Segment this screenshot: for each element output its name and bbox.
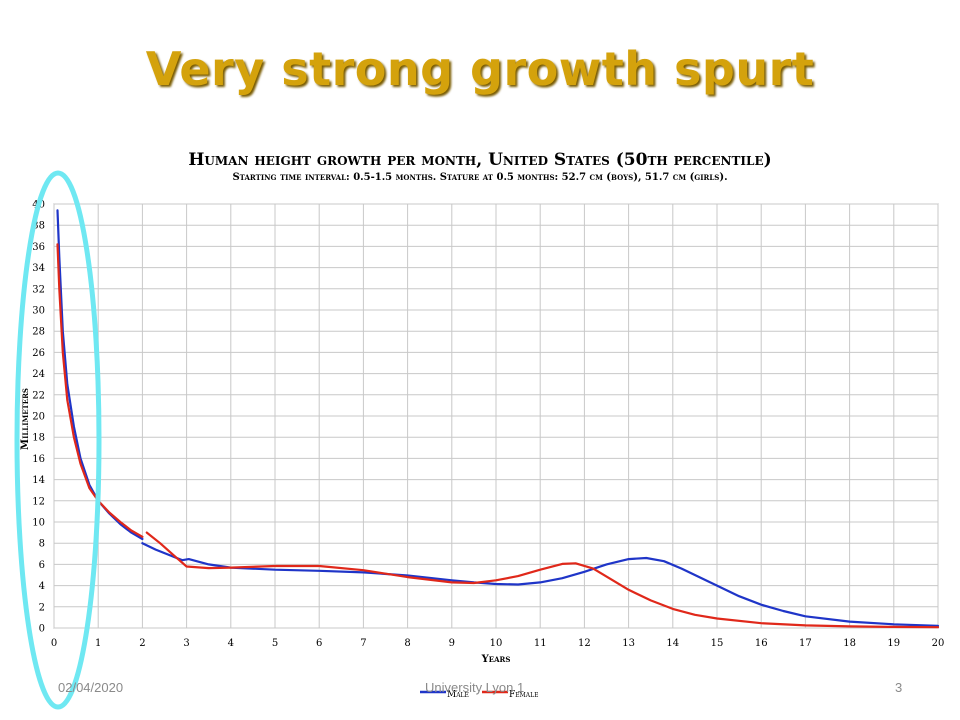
y-tick-label: 10 [32, 518, 45, 529]
chart-grid [53, 203, 939, 629]
x-tick-label: 4 [228, 638, 234, 649]
x-tick-label: 5 [272, 638, 278, 649]
x-tick-label: 12 [578, 638, 591, 649]
x-tick-label: 14 [666, 638, 679, 649]
x-tick-label: 3 [183, 638, 189, 649]
x-tick-label: 17 [799, 638, 812, 649]
x-tick-label: 13 [622, 638, 635, 649]
x-tick-label: 18 [843, 638, 856, 649]
y-tick-label: 26 [32, 348, 45, 359]
y-tick-label: 8 [39, 539, 45, 550]
slide-title: Very strong growth spurt [145, 42, 815, 96]
legend-label: Female [509, 690, 538, 700]
series-line-male [141, 542, 940, 627]
y-tick-label: 36 [32, 242, 45, 253]
page-number: 3 [895, 680, 903, 695]
chart-series [56, 209, 940, 629]
y-tick-label: 4 [39, 581, 45, 592]
x-tick-label: 1 [95, 638, 101, 649]
chart-subtitle: Starting time interval: 0.5-1.5 months. … [232, 172, 727, 183]
x-tick-label: 2 [139, 638, 145, 649]
y-tick-label: 32 [32, 284, 45, 295]
x-tick-label: 15 [711, 638, 724, 649]
x-tick-label: 11 [534, 638, 547, 649]
x-tick-label: 6 [316, 638, 322, 649]
x-tick-label: 20 [932, 638, 945, 649]
chart-legend: Male Female [420, 690, 538, 700]
y-tick-label: 38 [32, 221, 45, 232]
y-tick-label: 34 [32, 263, 45, 274]
x-tick-label: 0 [51, 638, 57, 649]
series-line-male [56, 209, 144, 541]
y-axis-label: Millimeters [20, 388, 31, 450]
y-tick-label: 12 [32, 496, 45, 507]
highlight-ellipse [14, 170, 102, 710]
y-tick-label: 16 [32, 454, 45, 465]
y-tick-label: 24 [32, 369, 45, 380]
y-tick-label: 2 [39, 602, 45, 613]
y-tick-label: 20 [32, 412, 45, 423]
series-line-female [56, 243, 144, 538]
y-tick-label: 30 [32, 306, 45, 317]
x-tick-label: 8 [404, 638, 410, 649]
y-tick-label: 28 [32, 327, 45, 338]
x-tick-label: 10 [490, 638, 503, 649]
footer-institution: University Lyon 1 [425, 680, 525, 695]
y-tick-label: 6 [39, 560, 45, 571]
x-tick-label: 19 [887, 638, 900, 649]
chart-title: Human height growth per month, United St… [188, 150, 771, 170]
x-tick-label: 7 [360, 638, 366, 649]
y-tick-label: 14 [32, 475, 45, 486]
x-tick-label: 16 [755, 638, 768, 649]
x-axis-label: Years [481, 654, 511, 665]
y-tick-label: 18 [32, 433, 45, 444]
legend-label: Male [447, 690, 469, 700]
y-tick-label: 0 [39, 624, 45, 635]
x-tick-label: 9 [449, 638, 455, 649]
series-line-female [145, 531, 940, 629]
y-tick-label: 22 [32, 390, 45, 401]
footer-date: 02/04/2020 [58, 680, 124, 695]
